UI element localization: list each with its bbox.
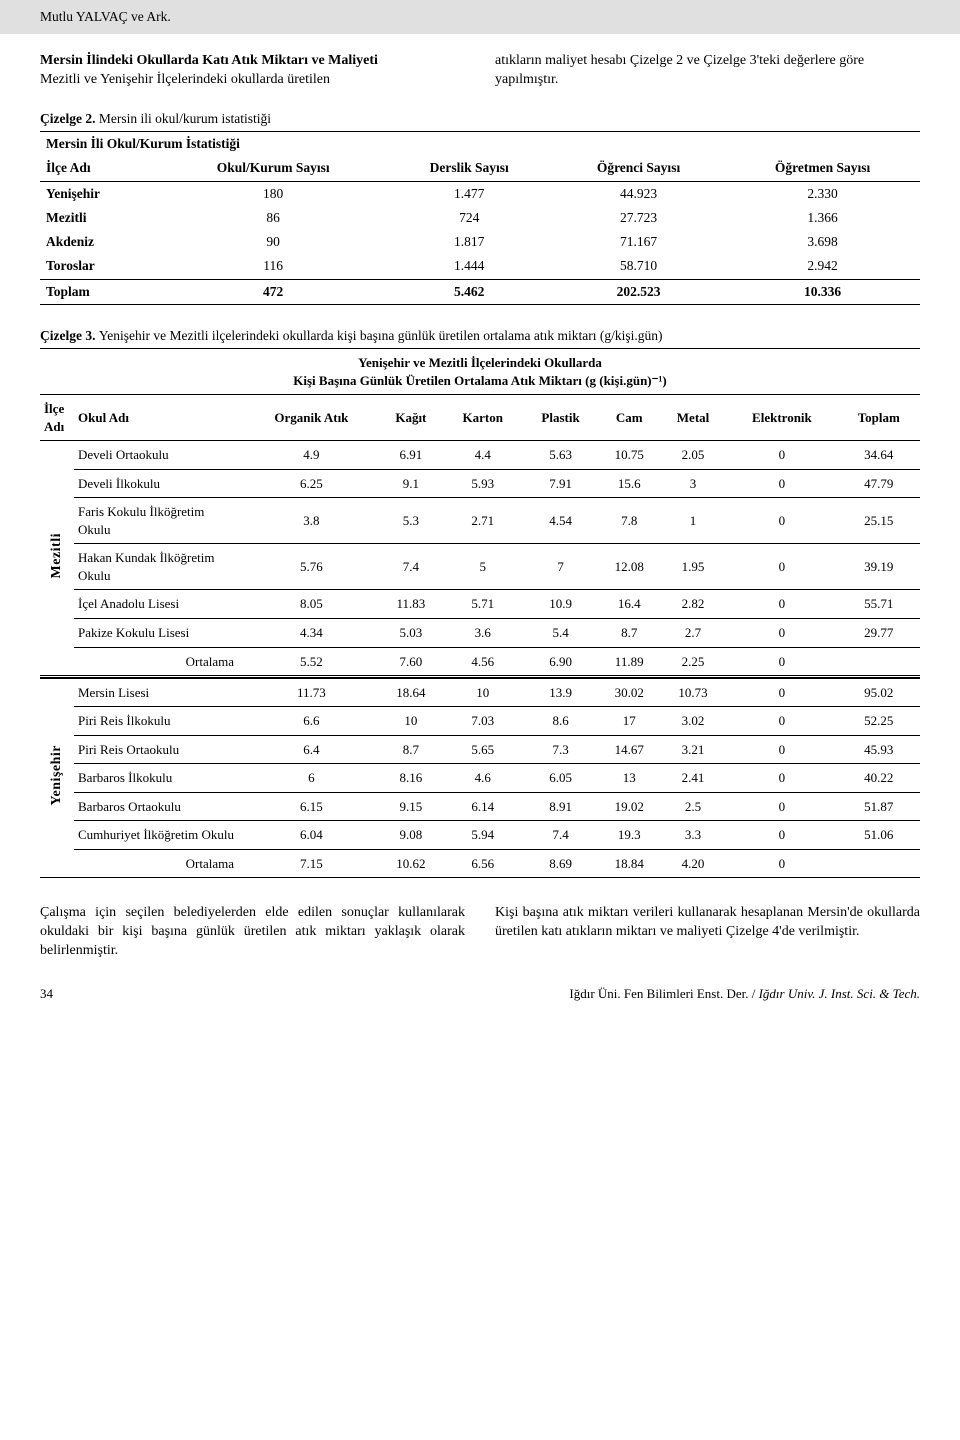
table-row: Mezitli8672427.7231.366 — [40, 206, 920, 230]
table-row: Faris Kokulu İlköğretim Okulu3.85.32.714… — [40, 498, 920, 544]
bottom-left: Çalışma için seçilen belediyelerden elde… — [40, 904, 465, 961]
table2-caption: Çizelge 2. Mersin ili okul/kurum istatis… — [40, 110, 920, 128]
table-row: Barbaros Ortaokulu6.159.156.148.9119.022… — [40, 792, 920, 821]
author-header: Mutlu YALVAÇ ve Ark. — [0, 0, 960, 34]
table3-col: İlçe Adı — [40, 395, 74, 441]
table3-caption-body: Yenişehir ve Mezitli ilçelerindeki okull… — [99, 328, 663, 343]
table-row: İçel Anadolu Lisesi8.0511.835.7110.916.4… — [40, 590, 920, 619]
table3-col: Okul Adı — [74, 395, 244, 441]
page-number: 34 — [40, 985, 53, 1003]
table-row: Toroslar1161.44458.7102.942 — [40, 254, 920, 279]
page-footer: 34 Iğdır Üni. Fen Bilimleri Enst. Der. /… — [40, 985, 920, 1003]
table2-total-row: Toplam4725.462202.52310.336 — [40, 279, 920, 304]
intro-left: Mersin İlindeki Okullarda Katı Atık Mikt… — [40, 52, 465, 90]
intro-right-body: atıkların maliyet hesabı Çizelge 2 ve Çi… — [495, 53, 864, 87]
table3-average-row: Ortalama7.1510.626.568.6918.844.200 — [40, 849, 920, 878]
table3-col: Elektronik — [726, 395, 837, 441]
table3-title-line2: Kişi Başına Günlük Üretilen Ortalama Atı… — [293, 373, 666, 388]
table3-col: Karton — [443, 395, 523, 441]
table2: Mersin İli Okul/Kurum İstatistiği İlçe A… — [40, 131, 920, 305]
intro-right: atıkların maliyet hesabı Çizelge 2 ve Çi… — [495, 52, 920, 90]
intro-left-title: Mersin İlindeki Okullarda Katı Atık Mikt… — [40, 53, 378, 68]
table3-col: Plastik — [523, 395, 599, 441]
table-row: Pakize Kokulu Lisesi4.345.033.65.48.72.7… — [40, 618, 920, 647]
bottom-right: Kişi başına atık miktarı verileri kullan… — [495, 904, 920, 961]
table-row: Develi İlkokulu6.259.15.937.9115.63047.7… — [40, 469, 920, 498]
table3-average-row: Ortalama5.527.604.566.9011.892.250 — [40, 647, 920, 676]
table3-caption-label: Çizelge 3. — [40, 328, 95, 343]
table-row: Hakan Kundak İlköğretim Okulu5.767.45712… — [40, 544, 920, 590]
table3-col: Cam — [599, 395, 660, 441]
bottom-paragraphs: Çalışma için seçilen belediyelerden elde… — [40, 904, 920, 961]
ilce-label: Mezitli — [48, 533, 67, 578]
table2-col: Öğrenci Sayısı — [552, 156, 725, 181]
table3-col: Metal — [660, 395, 727, 441]
table-row: Piri Reis İlkokulu6.6107.038.6173.02052.… — [40, 707, 920, 736]
table3: Yenişehir ve Mezitli İlçelerindeki Okull… — [40, 348, 920, 878]
table-row: MezitliDeveli Ortaokulu4.96.914.45.6310.… — [40, 441, 920, 470]
table3-caption: Çizelge 3. Yenişehir ve Mezitli ilçeleri… — [40, 327, 920, 345]
table2-caption-body: Mersin ili okul/kurum istatistiği — [99, 111, 271, 126]
table-row: YenişehirMersin Lisesi11.7318.641013.930… — [40, 678, 920, 707]
ilce-label: Yenişehir — [48, 745, 67, 806]
table-row: Yenişehir1801.47744.9232.330 — [40, 181, 920, 206]
intro-columns: Mersin İlindeki Okullarda Katı Atık Mikt… — [40, 52, 920, 90]
table3-col: Kağıt — [379, 395, 443, 441]
table3-col: Organik Atık — [244, 395, 379, 441]
table2-col: Öğretmen Sayısı — [725, 156, 920, 181]
table-row: Piri Reis Ortaokulu6.48.75.657.314.673.2… — [40, 735, 920, 764]
intro-left-body: Mezitli ve Yenişehir İlçelerindeki okull… — [40, 72, 330, 87]
journal-ref: Iğdır Üni. Fen Bilimleri Enst. Der. / Iğ… — [569, 985, 920, 1003]
table-row: Akdeniz901.81771.1673.698 — [40, 230, 920, 254]
table3-title-line1: Yenişehir ve Mezitli İlçelerindeki Okull… — [358, 355, 602, 370]
table2-title: Mersin İli Okul/Kurum İstatistiği — [40, 132, 920, 157]
table2-col: İlçe Adı — [40, 156, 160, 181]
table2-col: Okul/Kurum Sayısı — [160, 156, 387, 181]
table3-col: Toplam — [838, 395, 920, 441]
table2-caption-label: Çizelge 2. — [40, 111, 95, 126]
author-name: Mutlu YALVAÇ ve Ark. — [40, 9, 171, 24]
table2-col: Derslik Sayısı — [387, 156, 552, 181]
table-row: Cumhuriyet İlköğretim Okulu6.049.085.947… — [40, 821, 920, 850]
table-row: Barbaros İlkokulu68.164.66.05132.41040.2… — [40, 764, 920, 793]
